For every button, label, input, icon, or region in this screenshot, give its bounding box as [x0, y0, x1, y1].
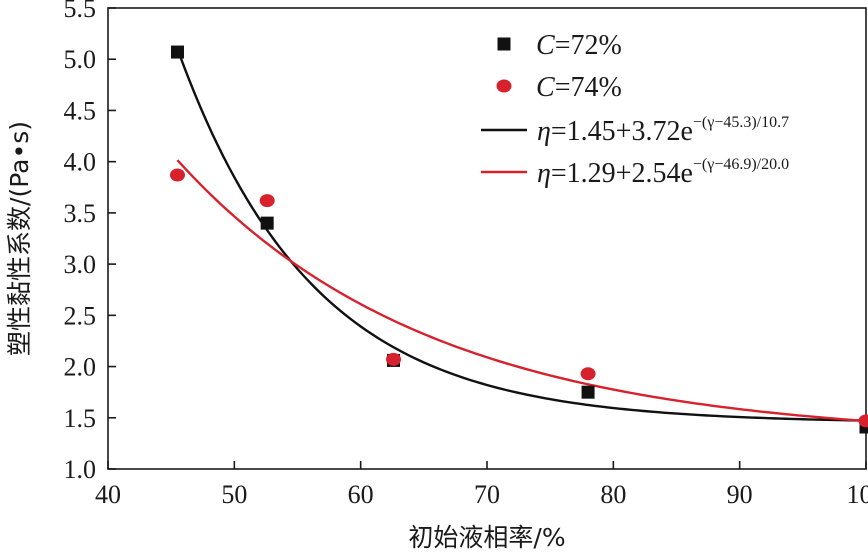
x-tick-label: 80 [600, 480, 626, 509]
y-tick-label: 1.5 [64, 404, 97, 433]
legend-equation: η=1.29+2.54e−(γ−46.9)/20.0 [537, 156, 789, 189]
x-tick-label: 70 [474, 480, 500, 509]
x-tick-label: 40 [95, 480, 121, 509]
y-tick-label: 5.5 [64, 0, 97, 23]
data-point-circle [386, 352, 402, 366]
legend-equation: η=1.45+3.72e−(γ−45.3)/10.7 [537, 114, 789, 147]
y-tick-label: 1.0 [64, 455, 97, 484]
data-point-circle [169, 168, 185, 182]
y-tick-label: 2.5 [64, 301, 97, 330]
x-tick-label: 60 [348, 480, 374, 509]
y-tick-label: 3.5 [64, 199, 97, 228]
fit-curve-2 [176, 159, 867, 423]
y-tick-label: 2.0 [64, 353, 97, 382]
legend: C=72% C=74% η=1.45+3.72e−(γ−45.3)/10.7 η=1.… [481, 30, 789, 189]
legend-marker-square [497, 37, 511, 51]
x-tick-label: 90 [727, 480, 753, 509]
data-point-circle [259, 194, 275, 208]
y-axis-title: 塑性黏性系数/(Pa•s) [5, 121, 34, 356]
data-points [169, 45, 868, 434]
y-tick-label: 3.0 [64, 250, 97, 279]
fit-curve-1 [176, 48, 867, 422]
plot-frame [107, 7, 867, 470]
axes: 40 50 60 70 80 90 100 1.0 1.5 2.0 2.5 3.0 3.5 4.0 4.5 5… [64, 0, 868, 509]
legend-label: C=72% [536, 30, 622, 61]
data-point-circle [858, 414, 868, 428]
x-axis-title: 初始液相率/% [408, 523, 565, 552]
y-tick-label: 4.5 [64, 96, 97, 125]
legend-marker-circle [496, 79, 512, 93]
x-tick-label: 50 [221, 480, 247, 509]
y-tick-label: 4.0 [64, 148, 97, 177]
data-point-square [170, 45, 184, 59]
y-tick-label: 5.0 [64, 45, 97, 74]
fit-curves [176, 48, 867, 423]
legend-label: C=74% [536, 72, 622, 103]
x-tick-label: 100 [847, 480, 868, 509]
data-point-square [581, 385, 595, 399]
data-point-square [260, 216, 274, 230]
data-point-circle [580, 367, 596, 381]
